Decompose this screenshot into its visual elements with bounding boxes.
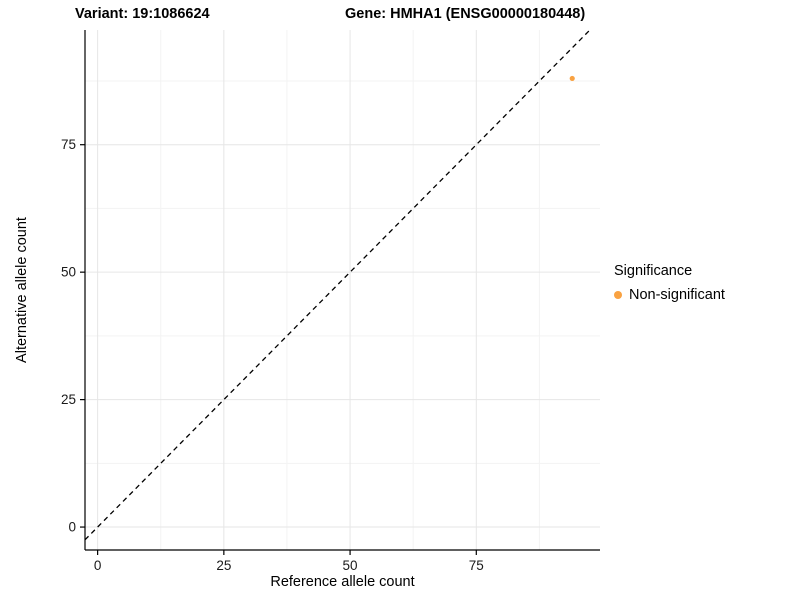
gene-title: Gene: HMHA1 (ENSG00000180448) bbox=[345, 6, 586, 22]
legend-item-label: Non-significant bbox=[629, 287, 725, 303]
legend-item: Non-significant bbox=[614, 287, 725, 303]
identity-line bbox=[84, 29, 591, 541]
data-point bbox=[569, 75, 575, 82]
x-tick-label: 0 bbox=[94, 558, 102, 573]
x-axis-title: Reference allele count bbox=[270, 574, 415, 590]
variant-title: Variant: 19:1086624 bbox=[75, 6, 210, 22]
y-axis-title: Alternative allele count bbox=[14, 217, 30, 363]
legend-title: Significance bbox=[614, 263, 693, 279]
y-tick-label: 0 bbox=[68, 520, 76, 535]
legend: Significance Non-significant bbox=[614, 263, 725, 303]
x-tick-label: 75 bbox=[469, 558, 484, 573]
x-tick-label: 25 bbox=[216, 558, 231, 573]
legend-point-icon bbox=[614, 291, 622, 299]
y-tick-label: 25 bbox=[61, 392, 76, 407]
y-tick-label: 75 bbox=[61, 137, 76, 152]
x-tick-label: 50 bbox=[343, 558, 358, 573]
y-tick-label: 50 bbox=[61, 265, 76, 280]
